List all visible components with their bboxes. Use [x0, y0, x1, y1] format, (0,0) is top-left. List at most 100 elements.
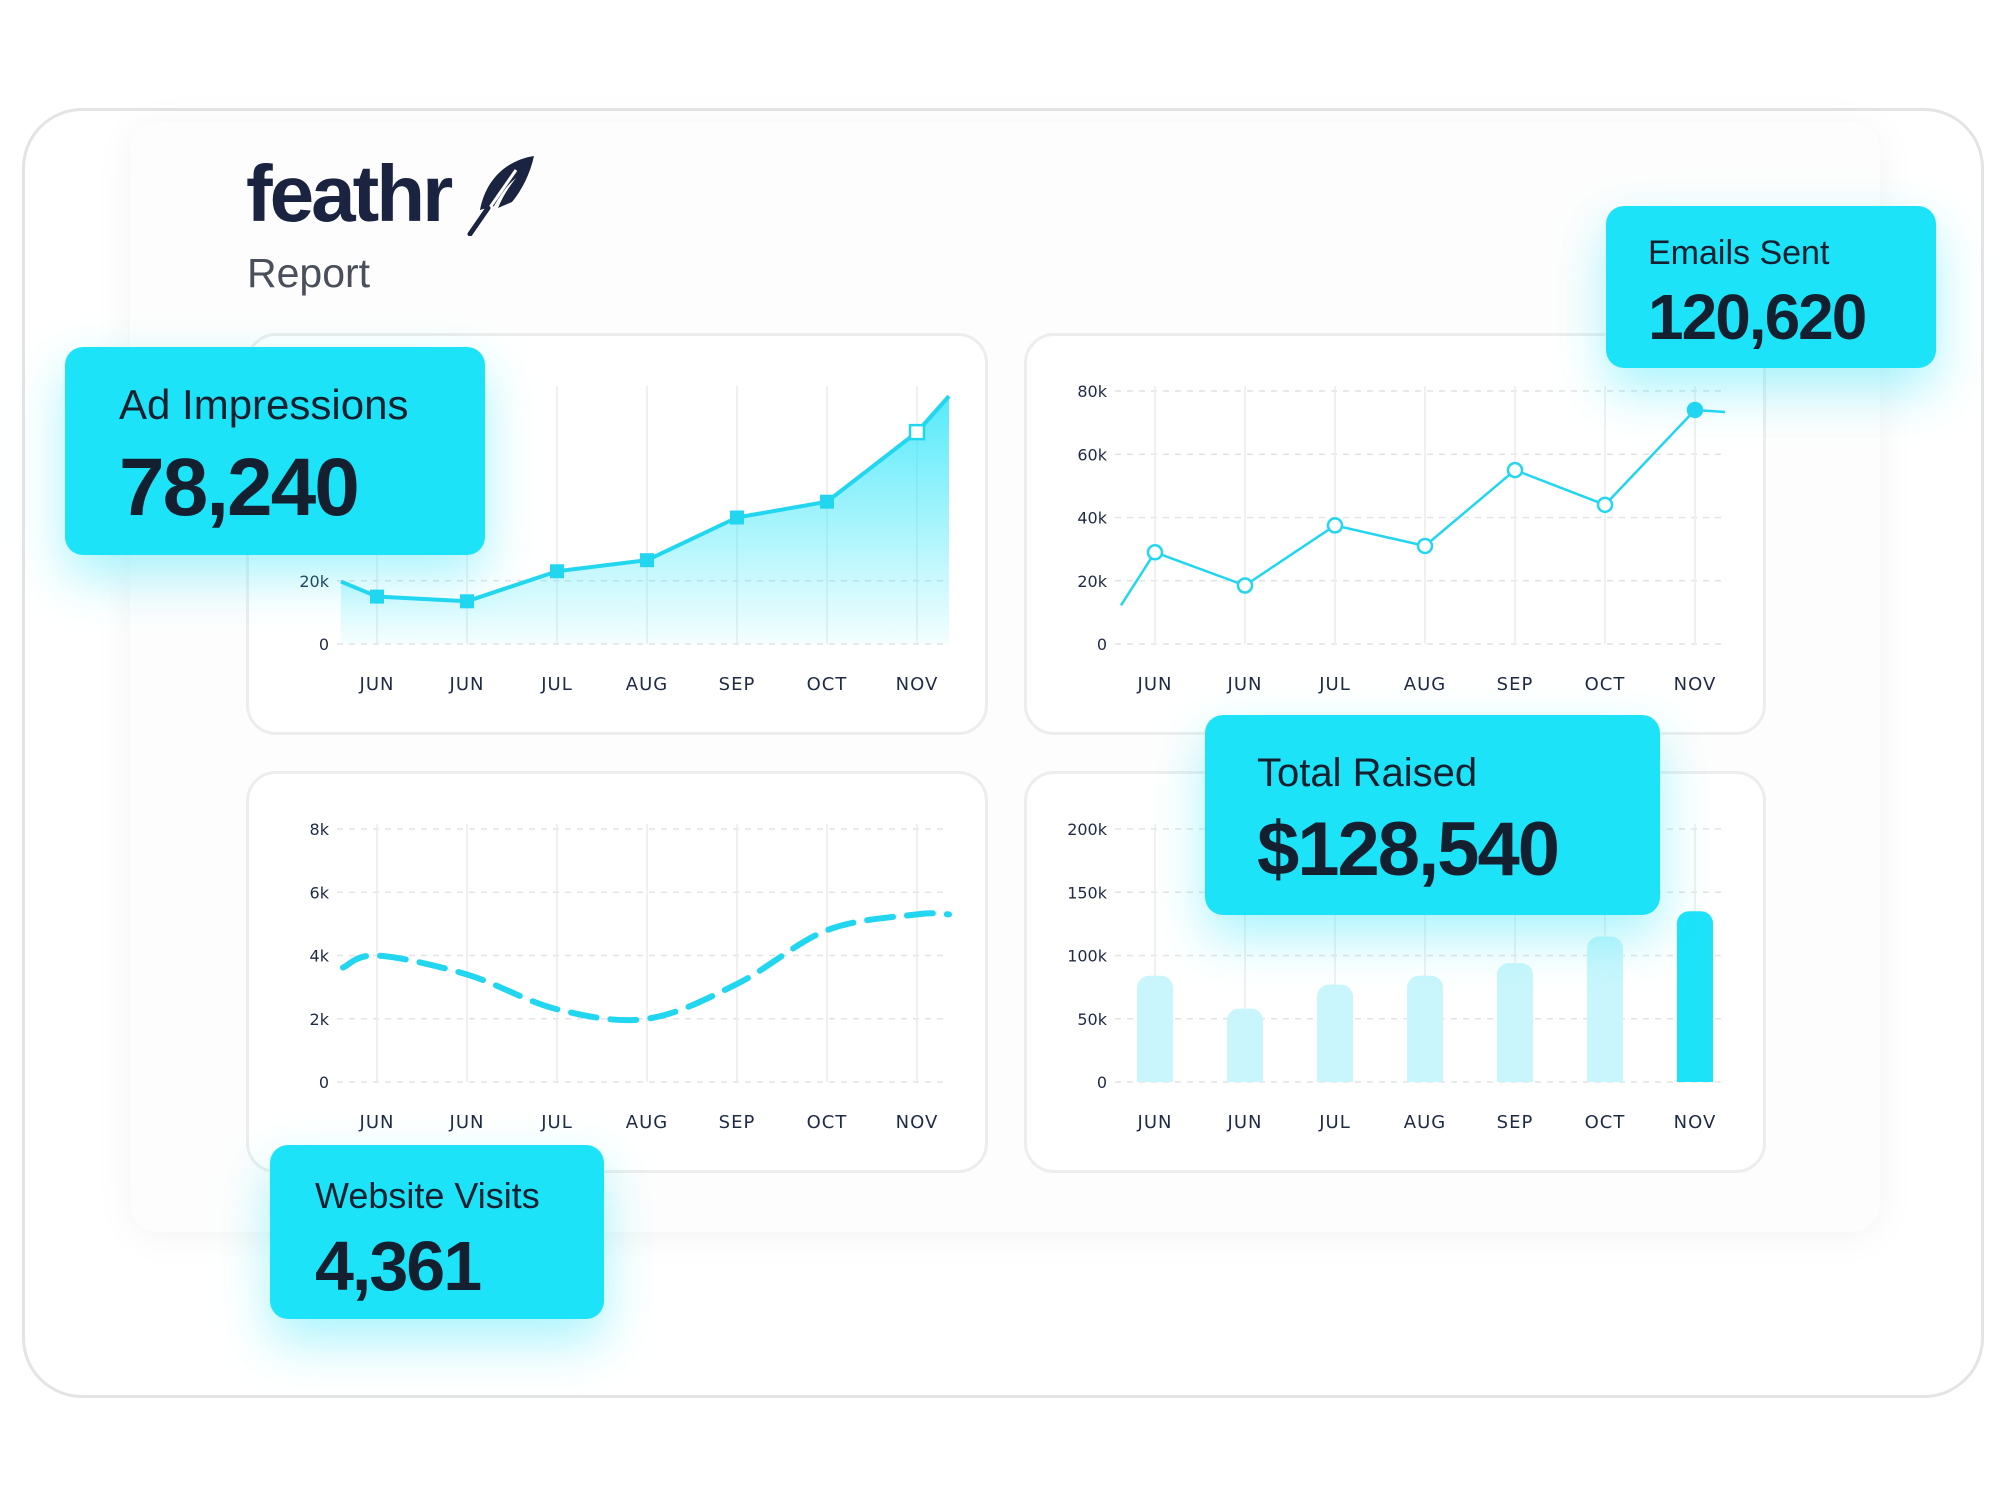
x-tick-label: AUG — [626, 674, 668, 695]
website-visits-kpi: Website Visits 4,361 — [270, 1145, 604, 1319]
bar — [1137, 975, 1173, 1082]
y-tick-label: 4k — [310, 947, 330, 966]
x-tick-label: JUL — [1318, 674, 1351, 695]
data-point — [460, 594, 474, 609]
bar — [1227, 1008, 1263, 1082]
x-tick-label: SEP — [719, 1112, 756, 1133]
data-point — [1146, 544, 1164, 561]
x-tick-label: AUG — [1404, 1112, 1446, 1133]
emails-sent-panel: 0 20k 40k 60k 80k JUN JUN JUL AUG SEP OCT NOV — [1024, 333, 1766, 735]
y-tick-label: 200k — [1067, 820, 1108, 839]
bar — [1677, 911, 1713, 1082]
data-point — [827, 930, 828, 931]
area-fill — [341, 396, 949, 644]
y-tick-label: 60k — [1077, 445, 1107, 464]
emails-sent-chart: 0 20k 40k 60k 80k JUN JUN JUL AUG SEP OCT NOV — [1077, 382, 1727, 695]
y-tick-label: 50k — [1077, 1010, 1107, 1029]
kpi-label: Total Raised — [1257, 751, 1478, 795]
y-tick-label: 2k — [310, 1010, 330, 1029]
y-tick-label: 0 — [1097, 1073, 1107, 1092]
y-tick-label: 100k — [1067, 947, 1108, 966]
ad-impressions-kpi: Ad Impressions 78,240 — [65, 347, 485, 555]
bar — [1407, 975, 1443, 1082]
x-tick-label: AUG — [1404, 674, 1446, 695]
bar — [1587, 936, 1623, 1082]
x-tick-label: AUG — [626, 1112, 668, 1133]
data-point — [1596, 496, 1614, 514]
feather-icon — [467, 156, 535, 236]
bar-base — [1497, 1070, 1533, 1082]
website-visits-chart: 0 2k 4k 6k 8k JUN JUN JUL AUG SEP OCT NOV — [310, 820, 952, 1133]
y-tick-label: 80k — [1077, 382, 1107, 401]
ad-impressions-chart: 0 20k JUN JUN JUL AUG SEP OCT NOV — [299, 386, 951, 695]
x-tick-label: JUN — [449, 674, 485, 695]
x-tick-label: NOV — [896, 1112, 939, 1133]
data-point — [917, 914, 918, 915]
page-subtitle: Report — [247, 250, 371, 296]
y-tick-label: 0 — [1097, 635, 1107, 654]
bar — [1317, 984, 1353, 1082]
total-raised-kpi: Total Raised $128,540 — [1205, 715, 1660, 915]
x-tick-label: SEP — [1497, 1112, 1534, 1133]
y-tick-label: 0 — [319, 1073, 329, 1092]
x-tick-label: JUN — [359, 674, 395, 695]
data-point — [1416, 537, 1434, 555]
data-point — [377, 955, 378, 956]
data-point — [467, 974, 468, 975]
data-point — [1686, 401, 1704, 419]
series-line — [1119, 408, 1726, 606]
x-tick-label: JUL — [540, 674, 573, 695]
kpi-value: 4,361 — [315, 1227, 482, 1305]
y-tick-label: 6k — [310, 883, 330, 902]
x-tick-label: JUL — [540, 1112, 573, 1133]
data-point — [1236, 577, 1254, 594]
brand-logo: feathr — [246, 152, 540, 236]
x-tick-label: OCT — [807, 1112, 848, 1133]
x-tick-label: JUN — [1227, 674, 1263, 695]
data-point — [640, 553, 654, 568]
x-tick-label: SEP — [1497, 674, 1534, 695]
series-line — [340, 910, 952, 1024]
bar-base — [1677, 1070, 1713, 1082]
kpi-label: Website Visits — [315, 1175, 540, 1216]
kpi-label: Ad Impressions — [119, 381, 409, 428]
y-tick-label: 150k — [1067, 883, 1108, 902]
x-tick-label: JUN — [1137, 1112, 1173, 1133]
kpi-value: 78,240 — [119, 442, 360, 533]
y-tick-label: 20k — [299, 572, 329, 591]
data-point — [820, 494, 834, 509]
bar-base — [1407, 1070, 1443, 1082]
y-tick-label: 20k — [1077, 572, 1107, 591]
x-tick-label: OCT — [1585, 1112, 1626, 1133]
x-tick-label: JUL — [1318, 1112, 1351, 1133]
data-point — [557, 1009, 558, 1010]
x-tick-label: JUN — [1227, 1112, 1263, 1133]
x-tick-label: NOV — [1674, 674, 1717, 695]
x-tick-label: OCT — [1585, 674, 1626, 695]
bar-base — [1227, 1070, 1263, 1082]
data-point — [737, 983, 738, 984]
bar — [1497, 963, 1533, 1082]
y-tick-label: 0 — [319, 635, 329, 654]
kpi-value: $128,540 — [1257, 807, 1560, 892]
brand-name: feathr — [246, 149, 453, 238]
x-tick-label: JUN — [359, 1112, 395, 1133]
bar-base — [1137, 1070, 1173, 1082]
data-point — [370, 589, 384, 604]
x-tick-label: JUN — [1137, 674, 1173, 695]
x-tick-label: SEP — [719, 674, 756, 695]
x-tick-label: NOV — [896, 674, 939, 695]
y-tick-label: 8k — [310, 820, 330, 839]
data-point — [908, 423, 926, 441]
x-tick-label: NOV — [1674, 1112, 1717, 1133]
data-point — [647, 1018, 648, 1019]
website-visits-panel: 0 2k 4k 6k 8k JUN JUN JUL AUG SEP OCT NOV — [246, 771, 988, 1173]
bar-base — [1587, 1070, 1623, 1082]
data-point — [1326, 517, 1344, 534]
bar-base — [1317, 1070, 1353, 1082]
kpi-value: 120,620 — [1648, 281, 1867, 353]
data-point — [1506, 461, 1524, 479]
x-tick-label: OCT — [807, 674, 848, 695]
kpi-label: Emails Sent — [1648, 234, 1830, 272]
y-tick-label: 40k — [1077, 509, 1107, 528]
